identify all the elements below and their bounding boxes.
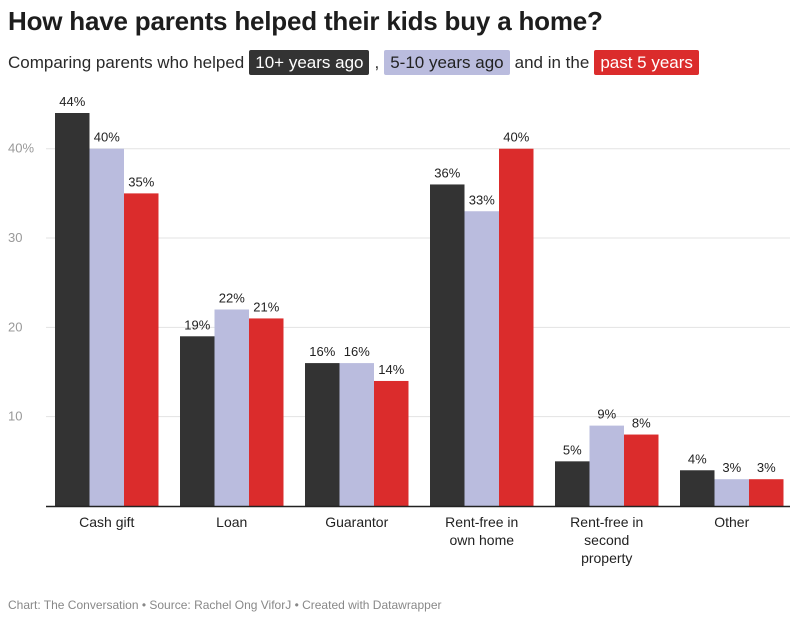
category-label: Rent-free in second property <box>570 514 643 566</box>
subtitle-mid: and in the <box>514 52 590 72</box>
bar <box>749 479 784 506</box>
data-label: 19% <box>184 317 210 332</box>
category-label-line: Loan <box>216 514 247 530</box>
bar <box>374 380 409 506</box>
subtitle-separator: , <box>374 52 380 72</box>
bar <box>624 434 659 506</box>
category-label-line: Rent-free in <box>570 514 643 530</box>
data-label: 16% <box>309 344 335 359</box>
bar <box>124 193 159 507</box>
bar <box>714 479 749 506</box>
data-label: 33% <box>469 192 495 207</box>
category-label-line: second <box>584 532 629 548</box>
bar <box>680 470 715 506</box>
category-label-line: Cash gift <box>79 514 134 530</box>
category-label: Cash gift <box>79 514 134 530</box>
category-label-line: property <box>581 550 632 566</box>
category-label: Guarantor <box>325 514 388 530</box>
data-label: 40% <box>94 130 120 145</box>
data-label: 4% <box>688 451 707 466</box>
data-label: 3% <box>722 460 741 475</box>
data-label: 16% <box>344 344 370 359</box>
bar <box>339 363 374 506</box>
bar <box>430 184 465 507</box>
data-label: 40% <box>503 130 529 145</box>
data-label: 35% <box>128 174 154 189</box>
y-tick-label: 10 <box>8 409 22 424</box>
category-label-line: own home <box>449 532 514 548</box>
bar <box>55 113 90 506</box>
data-label: 22% <box>219 291 245 306</box>
bar <box>249 318 284 506</box>
data-label: 8% <box>632 416 651 431</box>
category-label-line: Rent-free in <box>445 514 518 530</box>
category-label-line: Other <box>714 514 749 530</box>
y-tick-label: 30 <box>8 230 22 245</box>
data-label: 14% <box>378 362 404 377</box>
chart-subtitle: Comparing parents who helped 10+ years a… <box>8 50 704 75</box>
data-label: 5% <box>563 442 582 457</box>
category-label: Other <box>714 514 749 530</box>
legend-tag-past-5-years: past 5 years <box>594 50 699 75</box>
bar <box>555 461 590 506</box>
legend-tag-5-10-years: 5-10 years ago <box>384 50 510 75</box>
legend-tag-10-plus-years: 10+ years ago <box>249 50 370 75</box>
bar <box>464 211 499 506</box>
subtitle-prefix: Comparing parents who helped <box>8 52 245 72</box>
bar <box>180 336 215 506</box>
data-label: 36% <box>434 165 460 180</box>
chart-footer: Chart: The Conversation • Source: Rachel… <box>8 598 442 612</box>
bar <box>305 363 340 506</box>
category-label-line: Guarantor <box>325 514 388 530</box>
bar <box>89 148 124 506</box>
y-tick-label: 40% <box>8 141 34 156</box>
category-label: Rent-free in own home <box>445 514 518 548</box>
data-label: 44% <box>59 94 85 109</box>
bar <box>589 425 624 506</box>
data-label: 21% <box>253 299 279 314</box>
bar <box>499 148 534 506</box>
data-label: 9% <box>597 407 616 422</box>
category-label: Loan <box>216 514 247 530</box>
y-tick-label: 20 <box>8 319 22 334</box>
chart-title: How have parents helped their kids buy a… <box>8 6 603 36</box>
bar <box>214 309 249 506</box>
data-label: 3% <box>757 460 776 475</box>
